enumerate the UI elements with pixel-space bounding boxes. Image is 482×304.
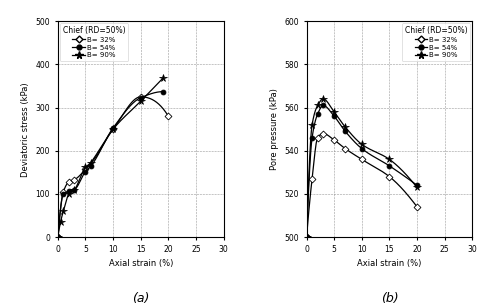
Legend: B= 32%, B= 54%, B= 90%: B= 32%, B= 54%, B= 90% — [60, 23, 128, 61]
Text: (b): (b) — [381, 292, 398, 304]
Y-axis label: Pore pressure (kPa): Pore pressure (kPa) — [270, 88, 279, 170]
Text: (a): (a) — [132, 292, 149, 304]
X-axis label: Axial strain (%): Axial strain (%) — [108, 259, 173, 268]
Legend: B= 32%, B= 54%, B= 90%: B= 32%, B= 54%, B= 90% — [402, 23, 470, 61]
Y-axis label: Deviatoric stress (kPa): Deviatoric stress (kPa) — [21, 82, 30, 177]
X-axis label: Axial strain (%): Axial strain (%) — [357, 259, 422, 268]
